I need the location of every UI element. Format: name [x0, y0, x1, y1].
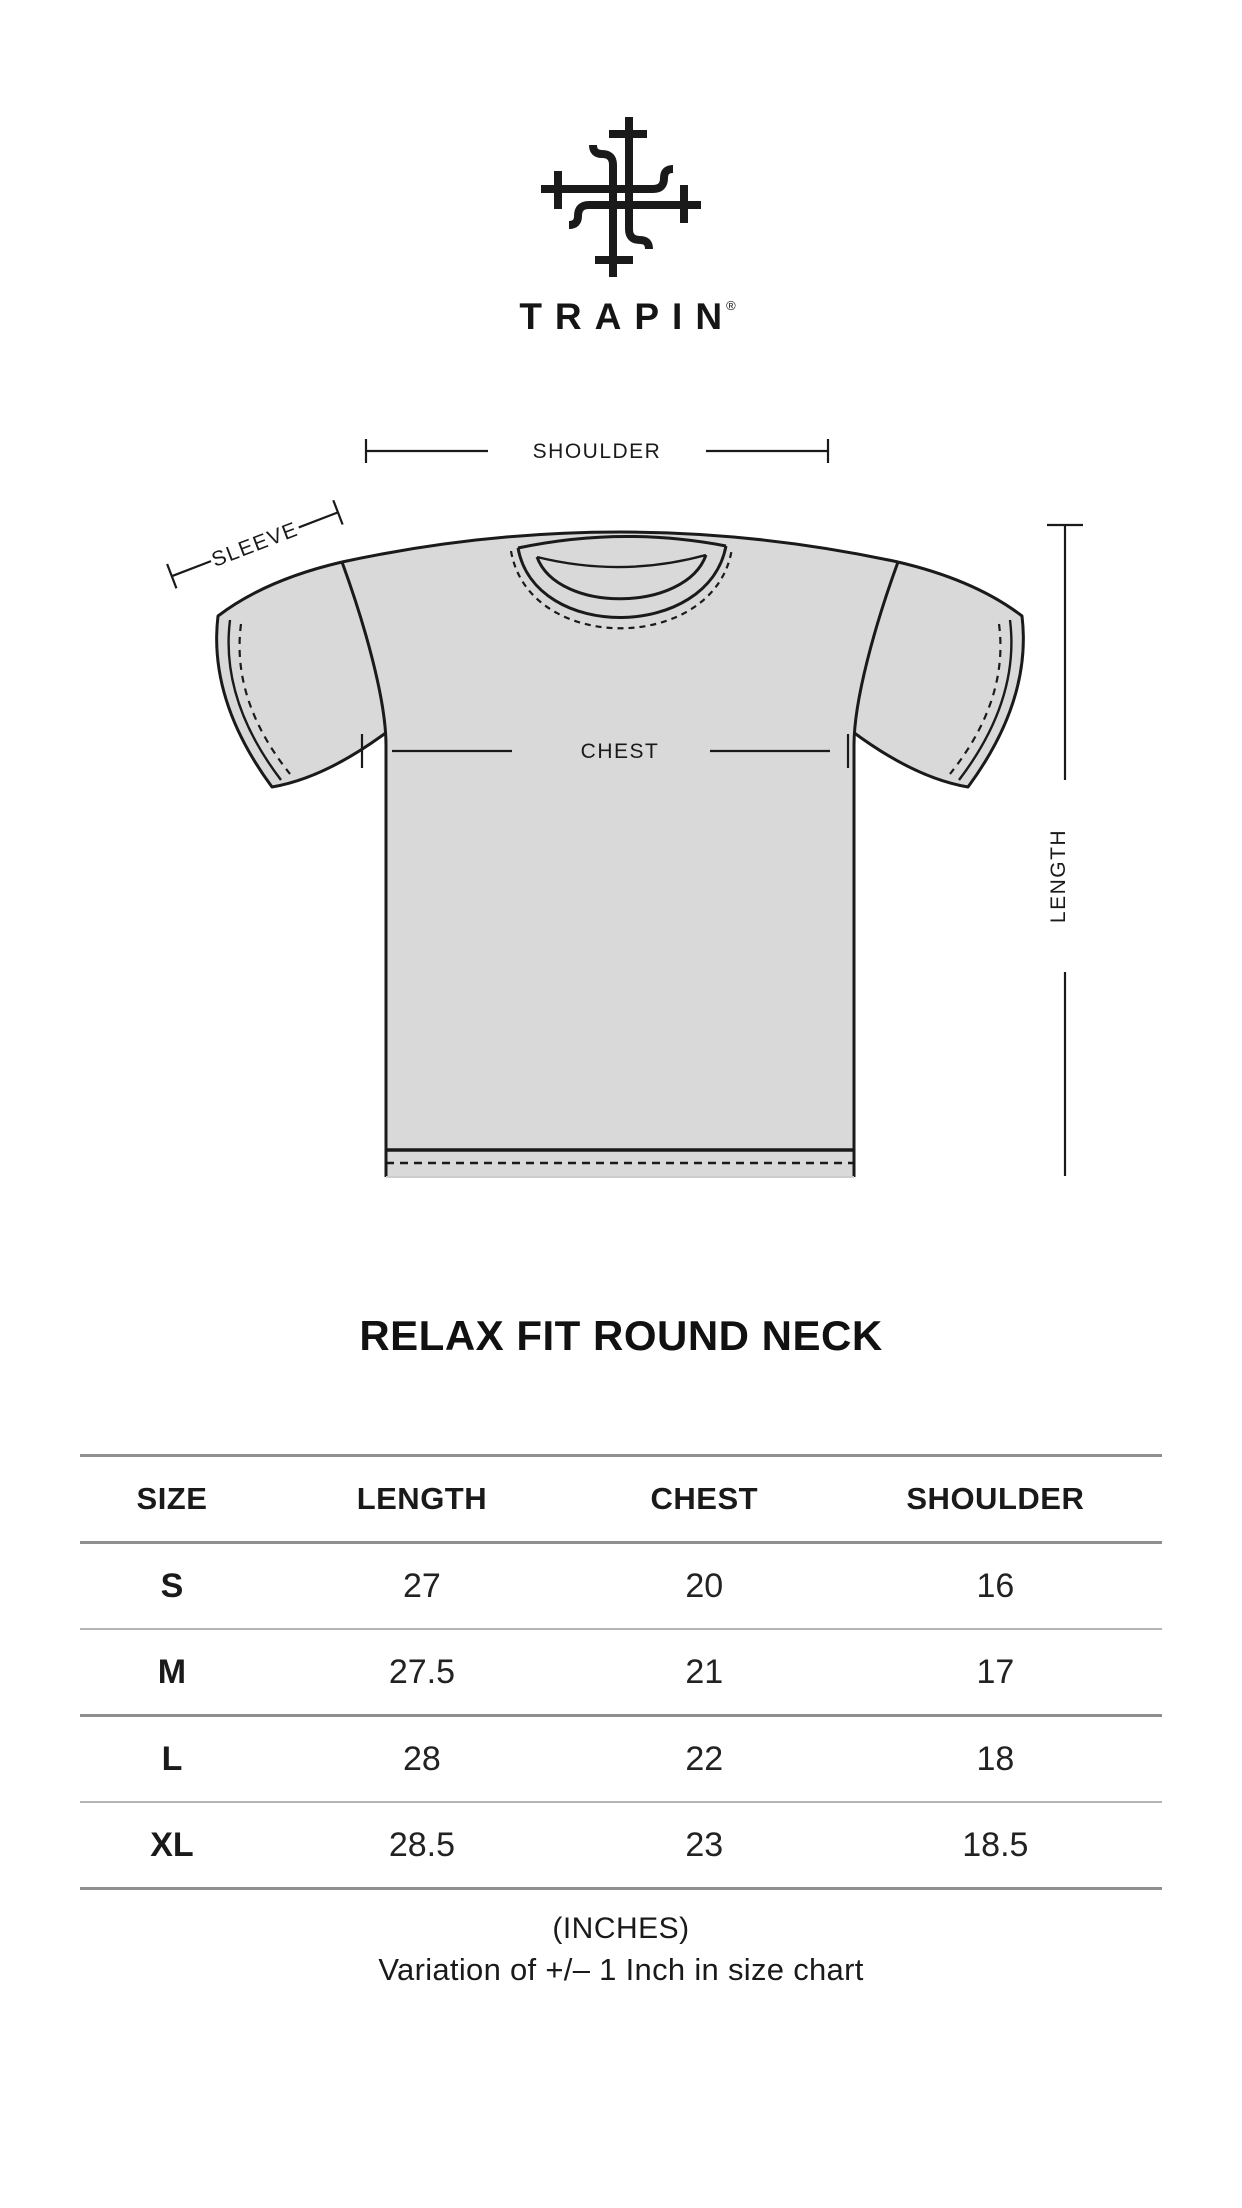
length-cell: 27.5	[388, 1652, 455, 1691]
trapin-logo-icon	[536, 112, 706, 282]
shoulder-cell: 18	[976, 1739, 1015, 1778]
shoulder-cell: 18.5	[962, 1825, 1029, 1864]
tshirt-body	[340, 530, 900, 1178]
length-measure-line	[1047, 523, 1083, 1176]
chest-cell: 23	[685, 1825, 724, 1864]
length-label: LENGTH	[1047, 829, 1070, 923]
sleeve-label: SLEEVE	[209, 518, 302, 572]
length-cell: 28	[402, 1739, 441, 1778]
table-row-l: L 28 22 18	[80, 1717, 1162, 1803]
table-row-m: M 27.5 21 17	[80, 1630, 1162, 1717]
size-cell: XL	[150, 1825, 194, 1864]
product-title: RELAX FIT ROUND NECK	[359, 1312, 883, 1359]
chest-cell: 21	[685, 1652, 724, 1691]
chest-cell: 22	[685, 1739, 724, 1778]
chest-label: CHEST	[581, 740, 660, 763]
length-cell: 27	[402, 1566, 441, 1605]
size-cell: M	[157, 1652, 187, 1691]
length-cell: 28.5	[388, 1825, 455, 1864]
shoulder-cell: 17	[976, 1652, 1015, 1691]
tshirt-right-sleeve	[840, 560, 1025, 789]
chest-cell: 20	[685, 1566, 724, 1605]
brand-name: TRAPIN	[519, 296, 736, 337]
shoulder-measure-line	[364, 439, 830, 463]
shoulder-label: SHOULDER	[533, 440, 662, 463]
size-table-header-row: SIZE LENGTH CHEST SHOULDER	[80, 1454, 1162, 1544]
unit-note: (INCHES)	[552, 1912, 690, 1945]
shoulder-cell: 16	[976, 1566, 1015, 1605]
size-cell: L	[161, 1739, 183, 1778]
size-table: SIZE LENGTH CHEST SHOULDER S 27 20 16 M …	[80, 1454, 1162, 1890]
table-row-s: S 27 20 16	[80, 1544, 1162, 1630]
chest-measure-line	[360, 734, 850, 768]
column-header-size: SIZE	[136, 1481, 208, 1516]
column-header-shoulder: SHOULDER	[906, 1481, 1085, 1516]
tshirt-left-sleeve	[215, 560, 400, 789]
brand-wordmark: TRAPIN®	[0, 296, 1242, 338]
collar-stitch-line	[509, 547, 734, 630]
size-cell: S	[160, 1566, 184, 1605]
variation-note: Variation of +/– 1 Inch in size chart	[378, 1952, 864, 1987]
tshirt-collar	[509, 534, 734, 630]
column-header-length: LENGTH	[356, 1481, 488, 1516]
registered-trademark-symbol: ®	[726, 297, 736, 313]
table-row-xl: XL 28.5 23 18.5	[80, 1803, 1162, 1890]
column-header-chest: CHEST	[650, 1481, 759, 1516]
tshirt-measurement-diagram: SHOULDER SLEEVE CHEST	[166, 439, 1083, 1178]
